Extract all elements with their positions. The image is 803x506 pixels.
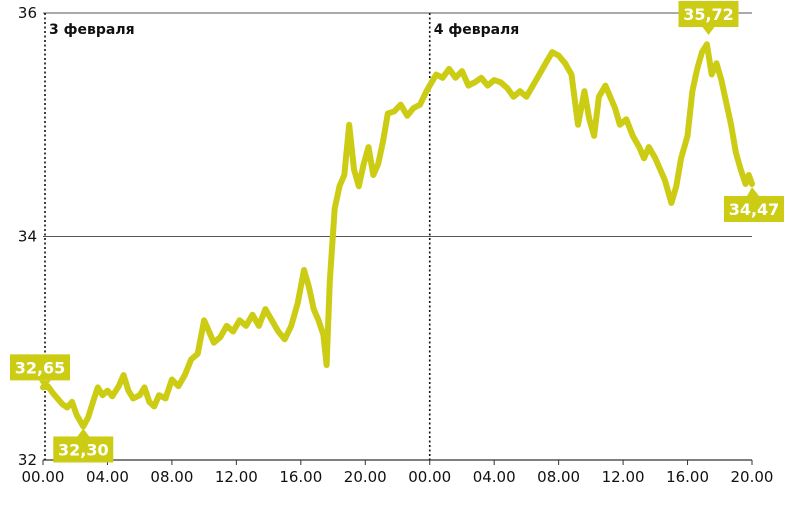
callout-box: [10, 354, 70, 381]
x-tick-label: 20.00: [344, 468, 387, 486]
day-label: 3 февраля: [49, 22, 135, 38]
x-tick-label: 04.00: [86, 468, 129, 486]
callout-label: 32,30: [58, 440, 109, 459]
callout-pointer: [39, 380, 51, 389]
callout-label: 35,72: [683, 5, 734, 24]
callout-box: [724, 195, 784, 222]
price-line: [40, 41, 755, 430]
callout-pointer: [702, 27, 715, 35]
x-tick-label: 12.00: [215, 468, 258, 486]
callout-pointer: [77, 428, 90, 437]
x-tick-label: 16.00: [279, 468, 322, 486]
y-tick-label: 34: [18, 228, 37, 246]
x-tick-label: 00.00: [22, 468, 65, 486]
day-label: 4 февраля: [434, 22, 520, 38]
x-tick-label: 20.00: [731, 468, 774, 486]
x-tick-label: 08.00: [150, 468, 193, 486]
x-tick-label: 08.00: [537, 468, 580, 486]
x-tick-label: 04.00: [473, 468, 516, 486]
callout-box: [678, 1, 739, 27]
y-tick-label: 36: [18, 4, 37, 22]
callout-label: 32,65: [15, 358, 66, 377]
callout-pointer: [747, 186, 759, 196]
x-tick-label: 12.00: [602, 468, 645, 486]
y-tick-label: 32: [18, 451, 37, 469]
x-tick-label: 00.00: [408, 468, 451, 486]
callout-box: [53, 436, 114, 463]
callout-label: 34,47: [729, 200, 780, 219]
x-tick-label: 16.00: [666, 468, 709, 486]
